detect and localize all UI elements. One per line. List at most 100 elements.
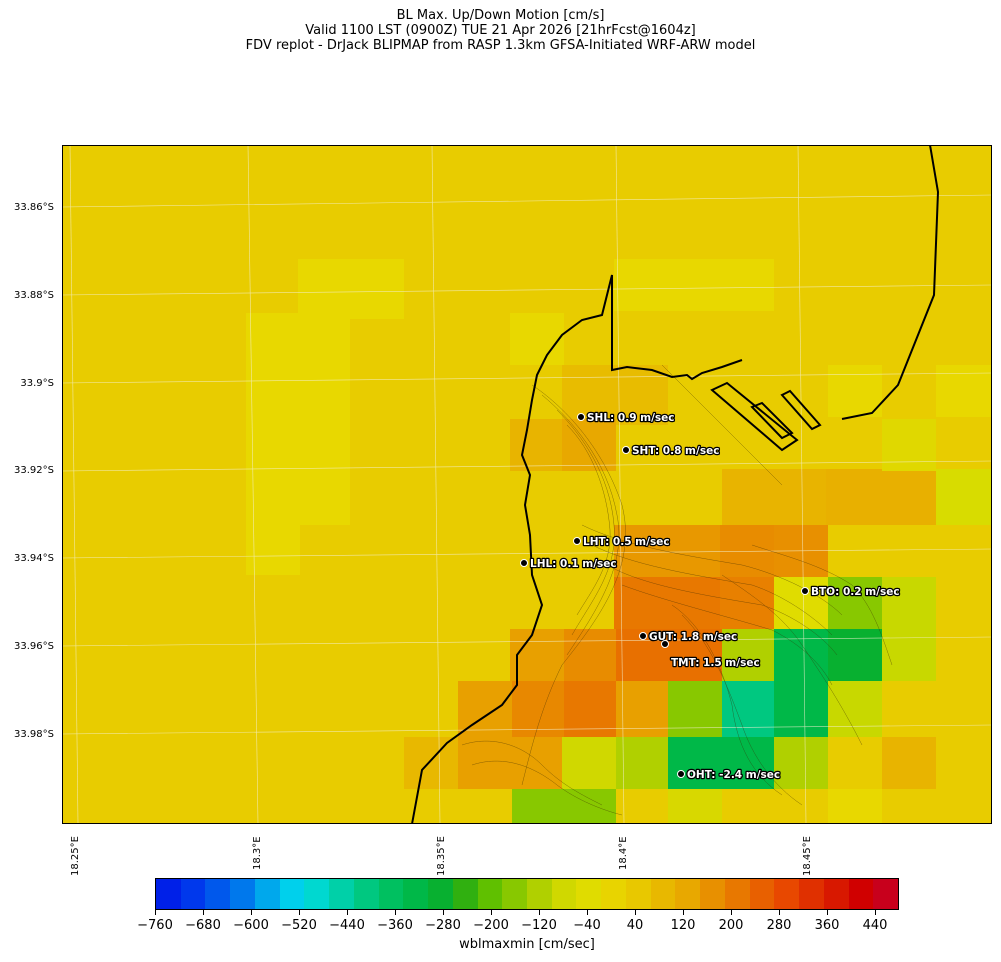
lon-label: 18.45°E <box>802 836 813 876</box>
site-dot <box>520 559 528 567</box>
grid-cell <box>722 469 826 525</box>
grid-cell <box>616 681 670 737</box>
colorbar-tick-mark <box>395 910 396 915</box>
colorbar-segment <box>576 879 602 909</box>
grid-cell <box>828 789 882 824</box>
site-label-halo: LHT: 0.5 m/sec <box>583 536 670 548</box>
colorbar-tick-mark <box>299 910 300 915</box>
site-dot <box>639 632 647 640</box>
grid-cell <box>882 629 936 681</box>
colorbar-segment <box>254 879 280 909</box>
title-line-2: Valid 1100 LST (0900Z) TUE 21 Apr 2026 [… <box>305 23 696 38</box>
colorbar-segment <box>230 879 255 909</box>
grid-cell <box>298 259 404 319</box>
site-label-halo: TMT: 1.5 m/sec <box>671 657 760 669</box>
grid-cell <box>774 577 828 629</box>
colorbar-tick-label: −680 <box>185 918 221 933</box>
colorbar-tick-mark <box>539 910 540 915</box>
grid-cell <box>298 319 350 525</box>
colorbar-segment <box>774 879 800 909</box>
colorbar-tick-mark <box>683 910 684 915</box>
grid-cell <box>562 681 616 737</box>
grid-cell <box>668 737 722 789</box>
grid-cell <box>458 737 562 789</box>
site-dot <box>677 770 685 778</box>
lat-label: 33.88°S <box>14 290 54 301</box>
colorbar-tick-mark <box>779 910 780 915</box>
colorbar-tick-mark <box>251 910 252 915</box>
lon-label: 18.35°E <box>436 836 447 876</box>
grid-cell <box>668 789 722 824</box>
site-dot <box>573 537 581 545</box>
map-border <box>62 145 992 824</box>
colorbar-tick-label: −760 <box>137 918 173 933</box>
colorbar-tick-mark <box>155 910 156 915</box>
site-dot <box>661 640 669 648</box>
lat-label: 33.94°S <box>14 553 54 564</box>
colorbar-segment <box>180 879 206 909</box>
map-panel[interactable]: SHL: 0.9 m/sec SHL: 0.9 m/sec SHT: 0.8 m/s… <box>62 145 992 824</box>
coastline <box>411 145 940 824</box>
grid-cell <box>828 681 882 737</box>
site-label-halo: LHL: 0.1 m/sec <box>530 558 617 570</box>
grid-cell <box>404 737 458 789</box>
colorbar-tick-label: 440 <box>862 918 888 933</box>
colorbar-segment <box>848 879 874 909</box>
grid-cell <box>614 259 774 311</box>
colorbar-tick-mark <box>731 910 732 915</box>
colorbar-tick-label: −440 <box>329 918 365 933</box>
terrain-contours <box>461 364 893 816</box>
colorbar-tick-mark <box>347 910 348 915</box>
site-label: LHL: 0.1 m/sec <box>530 558 617 570</box>
site-dot <box>801 587 809 595</box>
grid-cell <box>616 629 722 681</box>
site-label: GUT: 1.8 m/sec <box>649 631 737 643</box>
colorbar-tick-label: 360 <box>814 918 840 933</box>
grid-cell <box>246 313 300 575</box>
site-label-halo: BTO: 0.2 m/sec <box>811 586 900 598</box>
grid-cell <box>882 577 936 629</box>
colorbar-segment <box>156 879 181 909</box>
grid-cell <box>512 789 616 824</box>
colorbar-segment <box>650 879 676 909</box>
colorbar-segment <box>625 879 651 909</box>
grid-cell <box>614 577 720 629</box>
colorbar-label: wblmaxmin [cm/sec] <box>459 937 595 952</box>
site-label: TMT: 1.5 m/sec <box>671 657 760 669</box>
lon-label: 18.4°E <box>618 836 629 870</box>
colorbar-tick-mark <box>587 910 588 915</box>
colorbar-tick-mark <box>443 910 444 915</box>
colorbar-tick-mark <box>491 910 492 915</box>
grid-cell <box>828 365 882 417</box>
colorbar-segment <box>452 879 478 909</box>
site-label: SHL: 0.9 m/sec <box>587 412 675 424</box>
grid-cell <box>510 629 564 681</box>
colorbar-tick-label: −40 <box>573 918 601 933</box>
site-dot <box>622 446 630 454</box>
lat-label: 33.86°S <box>14 202 54 213</box>
colorbar-tick-label: −360 <box>377 918 413 933</box>
colorbar-segment <box>799 879 824 909</box>
colorbar-segment <box>873 879 899 909</box>
lat-label: 33.9°S <box>20 378 54 389</box>
colorbar-tick-mark <box>203 910 204 915</box>
site-label-halo: OHT: -2.4 m/sec <box>687 769 780 781</box>
colorbar-tick-label: 120 <box>670 918 696 933</box>
colorbar-segment <box>477 879 503 909</box>
grid-cell <box>774 629 828 681</box>
site-label-halo: SHT: 0.8 m/sec <box>632 445 719 457</box>
colorbar-segment <box>749 879 775 909</box>
colorbar-tick-mark <box>635 910 636 915</box>
grid-cell <box>936 469 992 525</box>
grid-cell <box>828 577 882 629</box>
grid-cell <box>826 469 936 525</box>
grid-cell <box>614 525 720 577</box>
